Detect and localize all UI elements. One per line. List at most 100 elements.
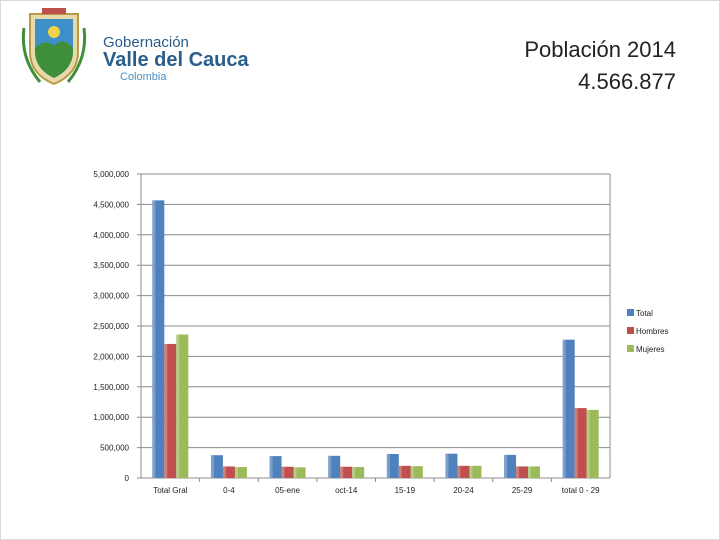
- bar-rect: [386, 453, 399, 478]
- bar: [504, 454, 517, 478]
- bar-highlight: [516, 466, 520, 478]
- bar: [469, 465, 482, 478]
- logo-line-1: Gobernación: [103, 34, 189, 51]
- y-tick-label: 2,500,000: [93, 322, 129, 331]
- logo: Gobernación Valle del Cauca Colombia: [20, 8, 260, 88]
- bar-rect: [457, 465, 470, 478]
- logo-line-3: Colombia: [120, 71, 167, 83]
- bar-rect: [281, 466, 294, 478]
- bar-rect: [352, 467, 365, 478]
- bar: [281, 466, 294, 478]
- legend-item: Total: [627, 309, 653, 318]
- x-tick-label: 25-29: [512, 486, 533, 495]
- legend-swatch: [627, 327, 634, 334]
- legend-item: Hombres: [627, 327, 668, 336]
- y-tick-label: 2,000,000: [93, 352, 129, 361]
- bar-rect: [269, 456, 282, 478]
- bar-rect: [222, 466, 235, 478]
- x-tick-label: 15-19: [395, 486, 416, 495]
- bar-highlight: [164, 343, 168, 478]
- slide-title: Población 2014 4.566.877: [524, 34, 676, 98]
- y-tick-label: 0: [125, 474, 130, 483]
- x-tick-label: Total Gral: [153, 486, 187, 495]
- bar-highlight: [504, 454, 508, 478]
- bar-highlight: [281, 466, 285, 478]
- y-tick-label: 500,000: [100, 444, 129, 453]
- bar: [222, 466, 235, 478]
- bar-highlight: [352, 467, 356, 478]
- grid-lines: [137, 173, 611, 482]
- bar-highlight: [586, 409, 590, 478]
- bar: [269, 456, 282, 478]
- title-line-1: Población 2014: [524, 37, 676, 62]
- bar-rect: [469, 465, 482, 478]
- legend-item: Mujeres: [627, 345, 664, 354]
- bar-rect: [176, 334, 189, 478]
- bar-highlight: [386, 453, 390, 478]
- bar: [176, 334, 189, 478]
- bar: [410, 466, 423, 478]
- bar: [152, 200, 165, 479]
- bar: [445, 453, 458, 478]
- x-tick-label: 20-24: [453, 486, 474, 495]
- y-tick-label: 1,500,000: [93, 383, 129, 392]
- bar-highlight: [340, 466, 344, 478]
- bar-highlight: [457, 465, 461, 478]
- y-tick-label: 5,000,000: [93, 170, 129, 179]
- bar-rect: [328, 455, 341, 478]
- bar: [352, 467, 365, 478]
- bar-rect: [574, 408, 587, 478]
- legend-swatch: [627, 309, 634, 316]
- bar: [328, 455, 341, 478]
- bar-highlight: [152, 200, 156, 479]
- legend: Total Hombres Mujeres: [627, 309, 668, 354]
- bar: [457, 465, 470, 478]
- bar-highlight: [293, 467, 297, 478]
- bar: [516, 466, 529, 478]
- bar: [386, 453, 399, 478]
- bar-highlight: [176, 334, 180, 478]
- y-tick-labels: 0 500,000 1,000,000 1,500,000 2,000,000 2,500…: [93, 170, 129, 483]
- x-tick-label: 0-4: [223, 486, 235, 495]
- bar-rect: [445, 453, 458, 478]
- bar-rect: [234, 467, 247, 478]
- bar-highlight: [410, 466, 414, 478]
- bar-rect: [528, 466, 541, 478]
- y-tick-label: 4,000,000: [93, 231, 129, 240]
- legend-swatch: [627, 345, 634, 352]
- bar-highlight: [528, 466, 532, 478]
- y-tick-label: 1,000,000: [93, 413, 129, 422]
- bar-highlight: [222, 466, 226, 478]
- bar-highlight: [445, 453, 449, 478]
- bar: [528, 466, 541, 478]
- x-tick-label: 05-ene: [275, 486, 300, 495]
- bar: [340, 466, 353, 478]
- bar-rect: [410, 466, 423, 478]
- bar: [164, 343, 177, 478]
- bars: [152, 200, 599, 479]
- legend-label: Total: [636, 309, 653, 318]
- bar: [293, 467, 306, 478]
- bar-rect: [504, 454, 517, 478]
- bar-rect: [293, 467, 306, 478]
- bar-highlight: [398, 465, 402, 478]
- bar-highlight: [469, 465, 473, 478]
- bar-rect: [562, 339, 575, 478]
- legend-label: Hombres: [636, 327, 668, 336]
- y-tick-label: 3,000,000: [93, 292, 129, 301]
- y-tick-label: 3,500,000: [93, 261, 129, 270]
- bar-rect: [516, 466, 529, 478]
- bar: [234, 467, 247, 478]
- bar: [574, 408, 587, 478]
- coat-of-arms-icon: [21, 8, 87, 86]
- bar-rect: [210, 455, 223, 478]
- bar-highlight: [234, 467, 238, 478]
- bar-highlight: [269, 456, 273, 478]
- title-line-2: 4.566.877: [578, 69, 676, 94]
- bar-rect: [164, 343, 177, 478]
- bar-rect: [340, 466, 353, 478]
- bar: [210, 455, 223, 478]
- bar-highlight: [562, 339, 566, 478]
- y-tick-label: 4,500,000: [93, 200, 129, 209]
